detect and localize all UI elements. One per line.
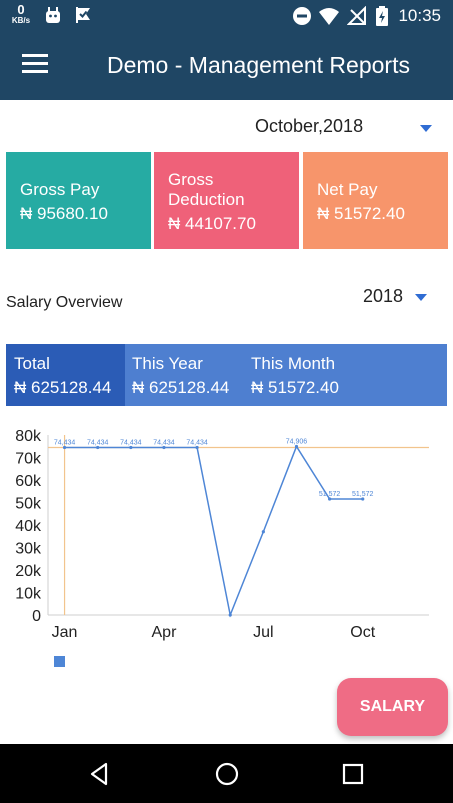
- data-point: [228, 613, 232, 617]
- x-tick-label: Oct: [350, 624, 375, 641]
- gross-pay-card: Gross Pay ₦ 95680.10: [6, 152, 151, 249]
- salary-summary: Total ₦ 625128.44 This Year ₦ 625128.44 …: [6, 344, 447, 406]
- y-tick-label: 50k: [15, 496, 42, 513]
- back-icon[interactable]: [86, 760, 114, 788]
- recents-icon[interactable]: [339, 760, 367, 788]
- app-bar: Demo - Management Reports: [0, 30, 453, 100]
- page-title: Demo - Management Reports: [107, 52, 410, 78]
- hamburger-menu-icon[interactable]: [22, 54, 48, 74]
- gross-pay-amount: ₦ 95680.10: [20, 204, 108, 223]
- clock: 10:35: [398, 6, 441, 25]
- data-point: [195, 445, 199, 450]
- data-label: 74,434: [87, 440, 109, 447]
- y-tick-label: 20k: [15, 563, 42, 580]
- check-flag-icon: [76, 7, 90, 23]
- data-point: [261, 530, 265, 534]
- summary-total-label: Total: [14, 354, 50, 373]
- data-label: 51,572: [319, 491, 341, 498]
- salary-button[interactable]: SALARY: [337, 678, 448, 736]
- network-speed-unit: KB/s: [11, 16, 31, 25]
- dnd-icon: [293, 7, 311, 25]
- salary-overview-title: Salary Overview: [6, 294, 123, 311]
- year-dropdown[interactable]: 2018: [363, 286, 433, 310]
- x-tick-label: Apr: [152, 624, 178, 641]
- data-point: [361, 497, 365, 501]
- data-label: 74,906: [286, 438, 308, 445]
- gross-deduction-amount: ₦ 44107.70: [168, 214, 256, 233]
- y-tick-label: 10k: [15, 586, 42, 603]
- status-bar: 0 KB/s 10:35: [0, 0, 453, 30]
- net-pay-amount: ₦ 51572.40: [317, 204, 405, 223]
- summary-this-month-label: This Month: [251, 354, 336, 373]
- chevron-down-icon: [415, 294, 427, 301]
- data-label: 74,434: [120, 440, 142, 447]
- selected-year: 2018: [363, 286, 404, 306]
- summary-highlight: [6, 344, 125, 406]
- data-label: 74,434: [186, 440, 208, 447]
- signal-icon: [347, 6, 366, 25]
- net-pay-card: Net Pay ₦ 51572.40: [303, 152, 448, 249]
- y-tick-label: 40k: [15, 518, 42, 535]
- android-icon: [46, 7, 60, 23]
- data-point: [162, 445, 166, 450]
- battery-charging-icon: [376, 6, 388, 26]
- series-line: [64, 444, 363, 618]
- legend-swatch: [54, 656, 65, 667]
- gross-pay-label: Gross Pay: [20, 180, 100, 199]
- summary-this-month-value: ₦ 51572.40: [251, 378, 339, 397]
- data-point: [62, 445, 67, 450]
- nav-bar: [0, 744, 453, 803]
- y-tick-label: 80k: [15, 428, 42, 445]
- data-point: [294, 444, 299, 449]
- data-label: 74,434: [153, 440, 175, 447]
- selected-month: October,2018: [255, 116, 364, 136]
- y-tick-label: 60k: [15, 473, 42, 490]
- chevron-down-icon: [420, 125, 432, 132]
- wifi-icon: [319, 8, 339, 25]
- gross-deduction-card: Gross Deduction ₦ 44107.70: [154, 152, 299, 249]
- summary-this-year-value: ₦ 625128.44: [132, 378, 230, 397]
- data-point: [96, 445, 100, 450]
- net-pay-label: Net Pay: [317, 180, 378, 199]
- network-speed: 0 KB/s: [8, 3, 34, 25]
- y-tick-label: 70k: [15, 451, 42, 468]
- summary-total-value: ₦ 625128.44: [14, 378, 112, 397]
- data-label: 74,434: [54, 440, 76, 447]
- y-tick-label: 30k: [15, 541, 42, 558]
- x-tick-label: Jul: [253, 624, 273, 641]
- network-speed-value: 0: [17, 2, 25, 17]
- x-tick-label: Jan: [52, 624, 78, 641]
- home-icon[interactable]: [213, 760, 241, 788]
- y-tick-label: 0: [32, 608, 41, 625]
- gross-deduction-label-line1: Gross: [168, 170, 214, 189]
- data-point: [129, 445, 133, 450]
- data-point: [328, 497, 332, 501]
- summary-this-year-label: This Year: [132, 354, 203, 373]
- salary-line-chart[interactable]: 0 10k 20k 30k 40k 50k 60k 70k 80k Jan Apr Jul Oct 74,…: [0, 418, 453, 678]
- gross-deduction-label-line2: Deduction: [168, 190, 245, 209]
- data-label: 51,572: [352, 491, 374, 498]
- month-dropdown[interactable]: October,2018: [255, 116, 440, 142]
